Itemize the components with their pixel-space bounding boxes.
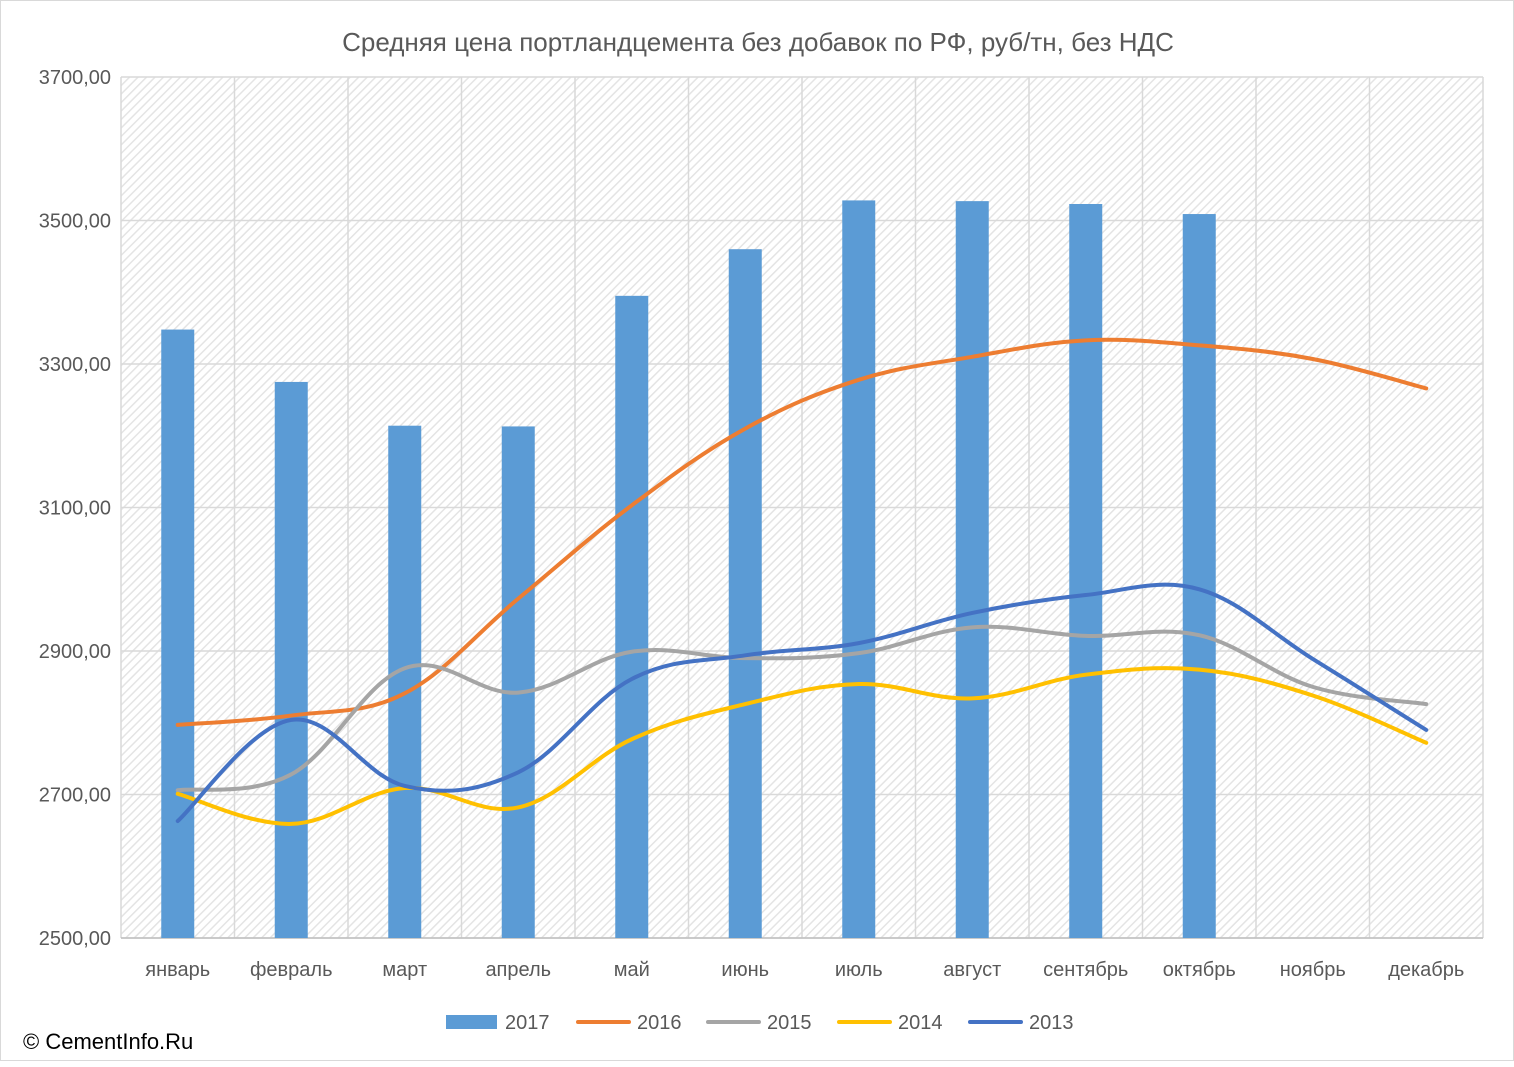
x-tick-label: май — [614, 959, 650, 981]
legend: 2017 2016 2015 2014 2013 — [446, 1012, 1074, 1034]
legend-swatch-2017 — [446, 1015, 497, 1029]
bar-2017 — [388, 425, 422, 939]
y-tick-label: 2900,00 — [39, 641, 111, 663]
x-tick-label: август — [943, 959, 1001, 981]
legend-label-2017: 2017 — [505, 1012, 550, 1034]
bar-2017 — [728, 249, 762, 938]
gridlines — [120, 76, 1484, 939]
x-tick-label: февраль — [250, 959, 333, 981]
x-tick-label: апрель — [485, 959, 551, 981]
y-tick-label: 2700,00 — [39, 785, 111, 807]
line-2014 — [175, 666, 1429, 826]
y-tick-label: 2500,00 — [39, 928, 111, 950]
x-axis: январь февраль март апрель май июнь июль август… — [121, 937, 1483, 981]
line-series — [175, 337, 1429, 826]
x-tick-label: ноябрь — [1280, 959, 1346, 981]
bar-2017 — [842, 200, 876, 938]
bar-2017 — [274, 381, 308, 938]
x-tick-label: июнь — [721, 959, 769, 981]
line-2013 — [175, 582, 1429, 824]
x-tick-label: сентябрь — [1043, 959, 1128, 981]
y-axis: 2500,00 2700,00 2900,00 3100,00 3300,00 3500,… — [39, 67, 111, 950]
legend-label-2016: 2016 — [637, 1012, 682, 1034]
x-tick-label: июль — [835, 959, 883, 981]
line-2015 — [175, 624, 1429, 793]
legend-label-2013: 2013 — [1029, 1012, 1074, 1034]
bars-2017 — [161, 200, 1216, 939]
bar-2017 — [161, 329, 195, 938]
bar-2017 — [501, 426, 535, 938]
line-2016 — [175, 337, 1429, 727]
bar-2017 — [615, 295, 649, 938]
y-tick-label: 3300,00 — [39, 354, 111, 376]
y-tick-label: 3700,00 — [39, 67, 111, 89]
x-tick-label: март — [382, 959, 427, 981]
y-tick-label: 3500,00 — [39, 211, 111, 233]
bar-2017 — [1069, 203, 1103, 938]
bar-2017 — [1182, 214, 1216, 939]
x-tick-label: октябрь — [1163, 959, 1236, 981]
legend-label-2015: 2015 — [767, 1012, 812, 1034]
chart-title: Средняя цена портландцемента без добавок… — [342, 27, 1174, 57]
legend-label-2014: 2014 — [898, 1012, 943, 1034]
bar-2017 — [955, 201, 989, 938]
y-tick-label: 3100,00 — [39, 498, 111, 520]
x-tick-label: декабрь — [1388, 959, 1464, 981]
x-tick-label: январь — [145, 959, 210, 981]
copyright-text: © CementInfo.Ru — [23, 1029, 193, 1054]
